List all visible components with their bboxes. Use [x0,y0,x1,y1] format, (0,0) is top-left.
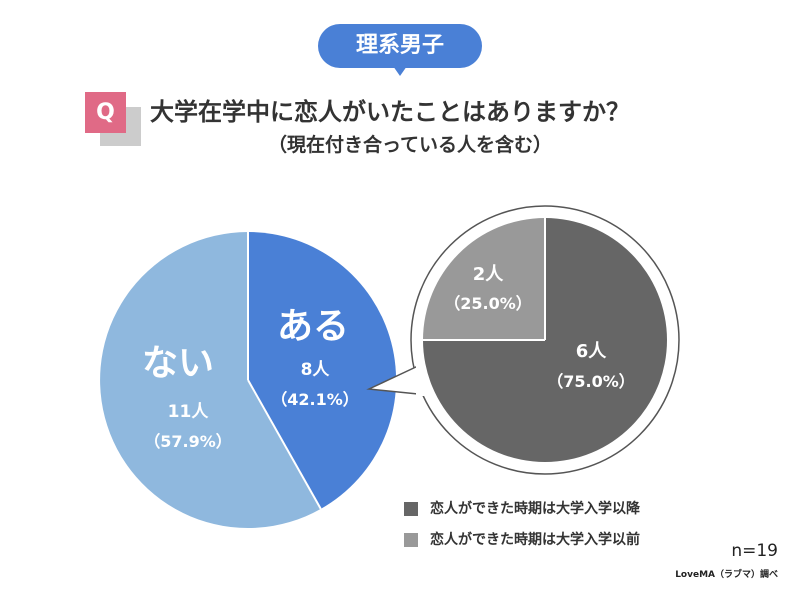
slice-nai [100,232,321,528]
source-credit: LoveMA（ラブマ）調べ [675,570,778,580]
pct-after: （75.0%） [547,372,635,391]
badge-tail [393,66,407,76]
legend-item-after: 恋人ができた時期は大学入学以降 [404,498,640,518]
pct-before: （25.0%） [444,294,532,313]
count-before: 2人 [473,264,505,285]
pct-nai: （57.9%） [144,432,232,451]
main-pie [100,231,397,528]
pct-aru: （42.1%） [271,390,359,409]
question-title: 大学在学中に恋人がいたことはありますか？ [150,98,630,126]
count-after: 6人 [576,341,608,362]
legend-item-before: 恋人ができた時期は大学入学以前 [404,529,640,549]
sample-size: n=19 [731,541,778,561]
legend-swatch-before [404,533,418,547]
count-nai: 11人 [168,402,210,422]
slice-before [423,218,545,340]
label-nai: ない [142,343,214,384]
category-badge: 理系男子 [318,24,482,68]
legend-label-after: 恋人ができた時期は大学入学以降 [430,501,640,517]
question-subtitle: （現在付き合っている人を含む） [267,134,553,156]
sub-pie [423,218,667,462]
slice-aru [248,231,397,509]
q-icon: Q [85,92,126,133]
legend-label-before: 恋人ができた時期は大学入学以前 [430,532,640,548]
count-aru: 8人 [301,360,331,380]
label-aru: ある [277,306,349,347]
legend-swatch-after [404,502,418,516]
